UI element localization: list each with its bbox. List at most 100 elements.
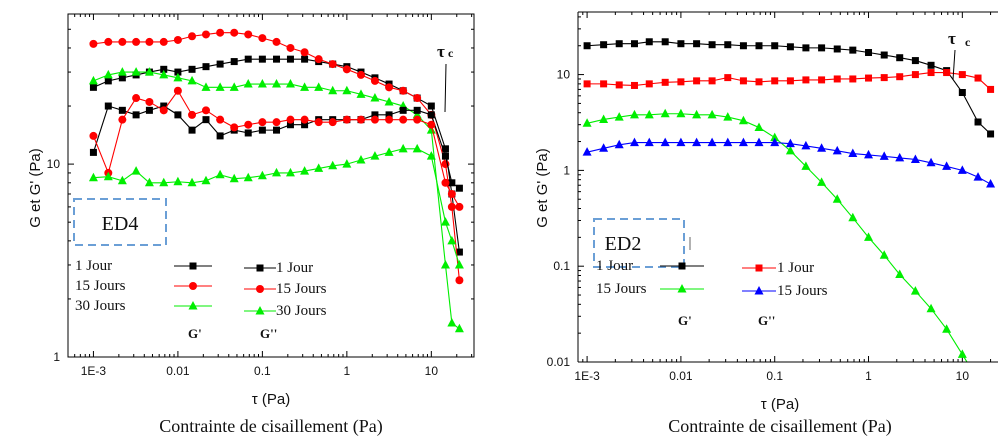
data-point xyxy=(911,71,919,79)
legend-marker xyxy=(189,262,197,270)
data-point xyxy=(399,115,408,124)
data-point xyxy=(785,145,795,155)
data-point xyxy=(724,74,732,82)
data-point xyxy=(427,102,435,110)
y-tick-label: 10 xyxy=(557,68,571,82)
data-point xyxy=(399,106,407,114)
tau-sub-left: c xyxy=(448,46,454,60)
series-line xyxy=(92,105,460,189)
data-point xyxy=(328,118,337,127)
data-point xyxy=(802,76,810,84)
data-point xyxy=(692,109,702,119)
data-point xyxy=(582,147,592,156)
series-line xyxy=(92,89,460,208)
data-point xyxy=(910,154,920,163)
data-point xyxy=(454,259,464,269)
data-point xyxy=(174,68,182,76)
data-point xyxy=(818,44,826,52)
data-point xyxy=(159,69,169,79)
data-point xyxy=(739,77,747,85)
sample-label-right: ED2 xyxy=(605,233,642,255)
data-point xyxy=(786,77,794,85)
data-point xyxy=(117,67,127,76)
data-point xyxy=(244,120,253,129)
data-point xyxy=(630,40,638,48)
data-point xyxy=(370,115,379,124)
data-point xyxy=(661,38,669,46)
data-point xyxy=(880,51,888,59)
data-point xyxy=(708,41,716,49)
x-tick-label: 1 xyxy=(344,364,351,378)
axis-ticks-left: 1E-3 0.01 0.1 1 10 1 10 xyxy=(47,13,474,378)
data-point xyxy=(272,167,282,177)
data-point xyxy=(785,138,795,148)
data-point xyxy=(356,155,366,164)
data-point xyxy=(629,137,639,147)
data-point xyxy=(244,30,253,39)
legend-right-col2-title: G'' xyxy=(758,313,775,328)
data-point xyxy=(879,151,889,160)
data-point xyxy=(986,401,995,410)
data-point xyxy=(145,106,153,114)
data-point xyxy=(986,179,996,188)
data-point xyxy=(187,75,197,85)
data-point xyxy=(300,82,310,91)
data-point xyxy=(188,126,196,134)
data-point xyxy=(257,79,267,88)
data-point xyxy=(131,166,141,175)
data-point xyxy=(974,74,982,82)
data-point xyxy=(864,149,874,159)
series-line xyxy=(93,148,460,266)
ylabel-left: G et G' (Pa) xyxy=(27,148,44,228)
data-point xyxy=(173,35,182,44)
data-point xyxy=(201,30,210,39)
data-point xyxy=(285,79,295,88)
data-point xyxy=(896,73,904,81)
data-point xyxy=(370,76,379,85)
data-point xyxy=(385,111,393,119)
data-point xyxy=(412,143,422,153)
data-point xyxy=(599,143,609,152)
data-point xyxy=(356,115,365,124)
tau-sub-right: c xyxy=(965,35,971,49)
data-point xyxy=(770,137,780,147)
data-point xyxy=(258,55,266,63)
data-point xyxy=(413,106,421,114)
data-point xyxy=(879,250,889,259)
legend-marker xyxy=(754,286,764,295)
data-point xyxy=(286,55,294,63)
data-point xyxy=(229,82,239,91)
data-point xyxy=(723,137,733,147)
data-point xyxy=(801,140,811,150)
caption-right: Contrainte de cisaillement (Pa) xyxy=(668,416,891,437)
legend-left-h1-label: 1 Jour xyxy=(276,260,313,276)
x-tick-label: 10 xyxy=(425,364,439,378)
data-point xyxy=(770,132,780,142)
data-point xyxy=(201,106,210,115)
data-point xyxy=(771,42,779,50)
data-series-left xyxy=(88,28,464,333)
data-point xyxy=(895,152,905,162)
data-point xyxy=(88,172,98,182)
data-point xyxy=(215,82,225,91)
y-tick-label: 0.1 xyxy=(553,259,570,273)
series-area xyxy=(582,38,996,410)
data-point xyxy=(958,71,966,79)
data-point xyxy=(817,143,827,152)
data-point xyxy=(880,74,888,82)
x-tick-label: 1E-3 xyxy=(574,369,600,383)
data-point xyxy=(300,166,310,175)
data-point xyxy=(356,70,365,79)
data-point xyxy=(173,176,183,186)
data-point xyxy=(644,109,654,119)
data-point xyxy=(614,139,624,149)
data-point xyxy=(188,65,196,73)
legend-marker xyxy=(256,285,264,293)
data-point xyxy=(426,125,436,134)
data-point xyxy=(117,175,127,185)
data-point xyxy=(864,232,874,241)
data-point xyxy=(786,43,794,51)
data-point xyxy=(739,42,747,50)
data-point xyxy=(441,178,450,187)
